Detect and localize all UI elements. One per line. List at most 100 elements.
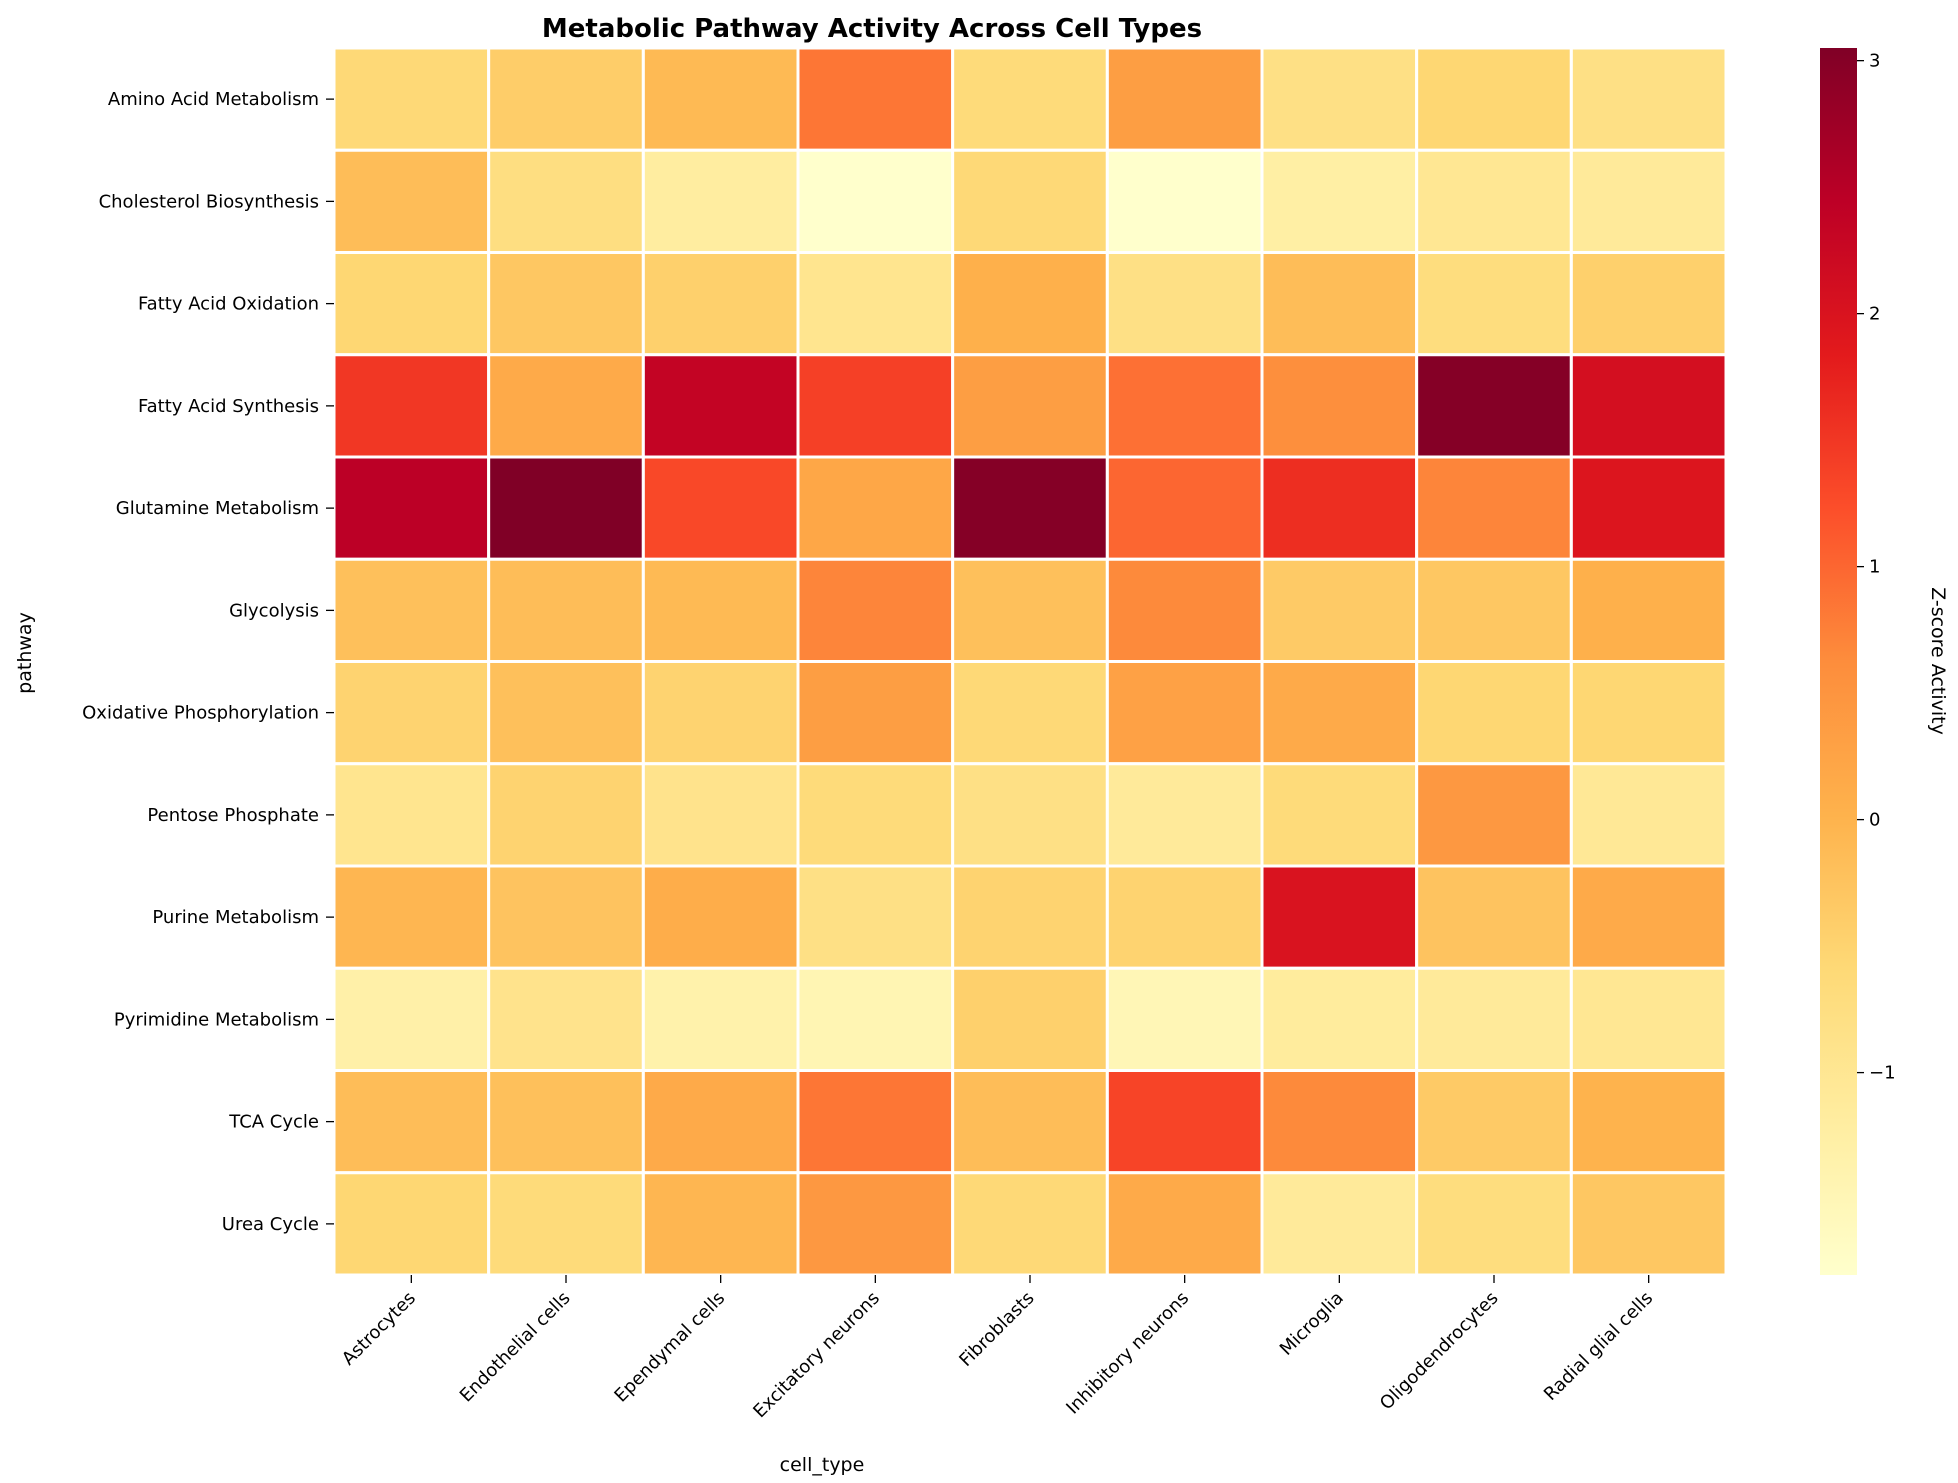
x-axis-label: cell_type [780,1454,865,1476]
heatmap-cell [951,148,1109,254]
heatmap-cell [641,353,800,459]
heatmap-cell [487,966,645,1072]
heatmap-cell [1569,762,1728,868]
heatmap-cell [332,251,491,357]
heatmap-cell [796,660,955,766]
x-tick-label: Fibroblasts [955,1288,1038,1371]
heatmap-cell [1260,1171,1419,1277]
x-tick-label: Astrocytes [338,1288,420,1370]
heatmap-cell [1105,660,1264,766]
heatmap-cell [332,660,491,766]
heatmap-cell [1415,557,1573,663]
heatmap-cell [1105,353,1264,459]
x-tick-label: Radial glial cells [1540,1288,1657,1405]
heatmap-cell [1569,148,1728,254]
heatmap-cell [641,46,800,152]
heatmap-cell [332,353,491,459]
y-tick-label: Pentose Phosphate [147,805,319,826]
heatmap-cell [1569,353,1728,459]
heatmap-cell [1415,762,1573,868]
heatmap-cell [1415,251,1573,357]
heatmap-cell [487,1171,645,1277]
colorbar-label: Z-score Activity [1927,587,1949,735]
heatmap-cell [1569,966,1728,1072]
heatmap-cell [1105,1171,1264,1277]
heatmap-cell [951,557,1109,663]
y-tick-label: Glycolysis [229,600,319,621]
heatmap-cell [1415,353,1573,459]
x-tick-label: Inhibitory neurons [1062,1288,1193,1419]
heatmap-cell [1415,455,1573,561]
heatmap-cell [1569,864,1728,970]
heatmap-cell [796,1171,955,1277]
heatmap-cell [487,557,645,663]
heatmap-cell [641,557,800,663]
chart-title: Metabolic Pathway Activity Across Cell T… [542,14,1202,44]
heatmap-cell [641,1171,800,1277]
heatmap-cell [1415,864,1573,970]
heatmap-cell [487,46,645,152]
heatmap-cell [1569,1171,1728,1277]
heatmap-cell [796,46,955,152]
heatmap-cell [1415,1069,1573,1175]
heatmap-cell [1260,251,1419,357]
heatmap-cell [332,148,491,254]
heatmap-cell [332,46,491,152]
heatmap-cell [332,762,491,868]
heatmap-cell [332,966,491,1072]
heatmap-cell [332,557,491,663]
y-tick-label: Fatty Acid Synthesis [138,396,319,417]
y-tick-label: Glutamine Metabolism [116,498,319,519]
y-tick-label: Oxidative Phosphorylation [82,703,319,724]
y-tick-label: Urea Cycle [222,1214,319,1235]
heatmap-cell [1105,1069,1264,1175]
x-tick-label: Ependymal cells [610,1288,729,1407]
heatmap-cell [487,660,645,766]
heatmap-cell [487,1069,645,1175]
heatmap-cell [1105,557,1264,663]
heatmap-cells [332,46,1728,1277]
heatmap-cell [1569,1069,1728,1175]
heatmap-cell [1569,660,1728,766]
heatmap-cell [1260,762,1419,868]
heatmap-cell [487,762,645,868]
x-tick-label: Excitatory neurons [749,1288,884,1423]
heatmap-cell [1415,966,1573,1072]
heatmap-cell [951,251,1109,357]
heatmap-cell [1569,455,1728,561]
heatmap-cell [1260,148,1419,254]
heatmap-cell [1105,148,1264,254]
heatmap-cell [1415,660,1573,766]
heatmap-cell [951,966,1109,1072]
heatmap-cell [641,660,800,766]
heatmap-cell [332,1171,491,1277]
heatmap-cell [951,46,1109,152]
x-tick-label: Microglia [1276,1288,1348,1360]
colorbar-tick-label: 0 [1869,810,1880,831]
x-tick-label: Endothelial cells [456,1288,575,1407]
colorbar-tick-label: −1 [1869,1063,1896,1084]
heatmap-cell [1105,966,1264,1072]
heatmap-cell [796,864,955,970]
heatmap-cell [951,1171,1109,1277]
heatmap-cell [1260,1069,1419,1175]
heatmap-cell [796,557,955,663]
heatmap-cell [1260,966,1419,1072]
heatmap-cell [332,864,491,970]
heatmap-cell [641,864,800,970]
heatmap-cell [1569,46,1728,152]
heatmap-cell [951,660,1109,766]
y-tick-label: Amino Acid Metabolism [108,89,319,110]
heatmap-cell [641,1069,800,1175]
y-tick-label: Fatty Acid Oxidation [138,294,319,315]
heatmap-cell [1260,660,1419,766]
colorbar-tick-label: 3 [1869,51,1880,72]
y-axis-ticks: Amino Acid Metabolism Cholesterol Biosynt… [82,89,334,1235]
heatmap-cell [1260,353,1419,459]
colorbar-tick-label: 1 [1869,557,1880,578]
heatmap-cell [641,148,800,254]
heatmap-cell [951,762,1109,868]
heatmap-cell [641,966,800,1072]
heatmap-cell [332,1069,491,1175]
